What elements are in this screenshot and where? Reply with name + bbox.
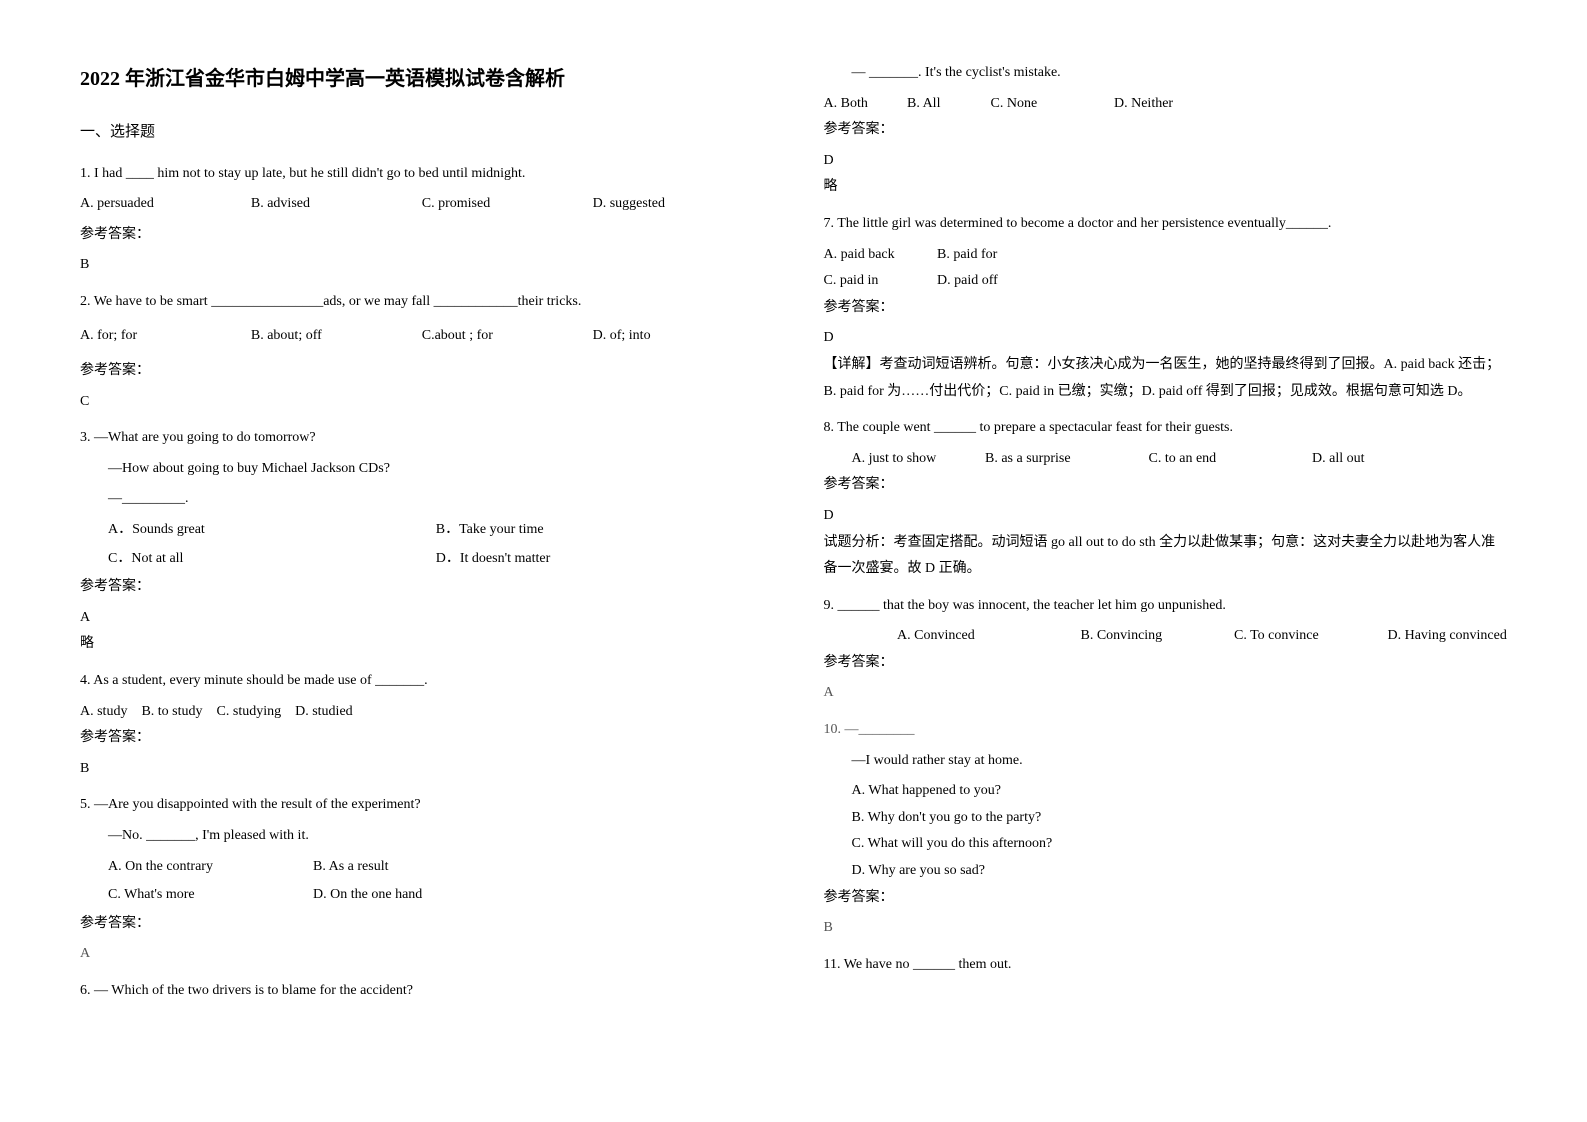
q8-options: A. just to show B. as a surprise C. to a…: [824, 446, 1508, 473]
q5-opt-a: A. On the contrary: [108, 854, 313, 881]
q5-opt-b: B. As a result: [313, 854, 518, 881]
q3-opt-c: C．Not at all: [108, 546, 436, 573]
q8-opt-a: A. just to show: [852, 446, 982, 473]
left-column: 2022 年浙江省金华市白姆中学高一英语模拟试卷含解析 一、选择题 1. I h…: [80, 60, 764, 1082]
q7-ans-label: 参考答案：: [824, 295, 1508, 322]
q11-text: 11. We have no ______ them out.: [824, 952, 1508, 979]
q1-opt-a: A. persuaded: [80, 191, 251, 218]
q1-opt-d: D. suggested: [593, 191, 764, 218]
q9-opt-c: C. To convince: [1234, 623, 1384, 650]
q3-line2: —How about going to buy Michael Jackson …: [80, 456, 764, 483]
q4-opt-b: B. to study: [141, 704, 202, 719]
q5-line1: 5. —Are you disappointed with the result…: [80, 792, 764, 819]
q2-answer: C: [80, 389, 764, 416]
q2-opt-b: B. about; off: [251, 323, 422, 350]
q10-line1: 10. —________: [824, 717, 1508, 744]
q7-explanation: 【详解】考查动词短语辨析。句意：小女孩决心成为一名医生，她的坚持最终得到了回报。…: [824, 352, 1508, 405]
q4-text: 4. As a student, every minute should be …: [80, 668, 764, 695]
q9-ans-label: 参考答案：: [824, 650, 1508, 677]
q5-ans-label: 参考答案：: [80, 911, 764, 938]
page: 2022 年浙江省金华市白姆中学高一英语模拟试卷含解析 一、选择题 1. I h…: [0, 0, 1587, 1122]
q1-text: 1. I had ____ him not to stay up late, b…: [80, 161, 764, 188]
q3-line1: 3. —What are you going to do tomorrow?: [80, 425, 764, 452]
q6-line2: — _______. It's the cyclist's mistake.: [824, 60, 1508, 87]
q7-opt-c: C. paid in: [824, 268, 934, 295]
q8-opt-d: D. all out: [1312, 451, 1365, 466]
q3-line3: —_________.: [80, 486, 764, 513]
q7-options-row1: A. paid back B. paid for: [824, 242, 1508, 269]
q4-ans-label: 参考答案：: [80, 725, 764, 752]
q3-answer: A: [80, 605, 764, 632]
q8-answer: D: [824, 503, 1508, 530]
q9-options: A. Convinced B. Convincing C. To convinc…: [824, 623, 1508, 650]
q1-opt-b: B. advised: [251, 191, 422, 218]
right-column: — _______. It's the cyclist's mistake. A…: [824, 60, 1508, 1082]
q3-options-row1: A．Sounds great B．Take your time: [80, 517, 764, 544]
q2-opt-c: C.about ; for: [422, 323, 593, 350]
q6-options: A. Both B. All C. None D. Neither: [824, 91, 1508, 118]
q1-options: A. persuaded B. advised C. promised D. s…: [80, 191, 764, 218]
q6-opt-b: B. All: [907, 91, 987, 118]
q8-ans-label: 参考答案：: [824, 472, 1508, 499]
q6-extra: 略: [824, 174, 1508, 201]
q7-options-row2: C. paid in D. paid off: [824, 268, 1508, 295]
q6-opt-c: C. None: [991, 91, 1111, 118]
q4-opt-d: D. studied: [295, 704, 353, 719]
q9-answer: A: [824, 680, 1508, 707]
q1-opt-c: C. promised: [422, 191, 593, 218]
q8-text: 8. The couple went ______ to prepare a s…: [824, 415, 1508, 442]
q4-opt-c: C. studying: [217, 704, 282, 719]
q9-text: 9. ______ that the boy was innocent, the…: [824, 593, 1508, 620]
q3-opt-b: B．Take your time: [436, 517, 764, 544]
q8-opt-c: C. to an end: [1149, 446, 1309, 473]
q10-opt-a: A. What happened to you?: [824, 778, 1508, 805]
q4-opt-a: A. study: [80, 704, 127, 719]
q3-options-row2: C．Not at all D．It doesn't matter: [80, 546, 764, 573]
q7-opt-a: A. paid back: [824, 242, 934, 269]
q10-answer: B: [824, 915, 1508, 942]
q4-answer: B: [80, 756, 764, 783]
q2-options: A. for; for B. about; off C.about ; for …: [80, 323, 764, 350]
q2-text: 2. We have to be smart ________________a…: [80, 289, 764, 316]
q9-opt-a: A. Convinced: [897, 623, 1077, 650]
q3-opt-d: D．It doesn't matter: [436, 546, 764, 573]
q6-opt-a: A. Both: [824, 91, 904, 118]
q5-options-row1: A. On the contrary B. As a result: [80, 854, 518, 881]
q6-answer: D: [824, 148, 1508, 175]
q6-ans-label: 参考答案：: [824, 117, 1508, 144]
q1-ans-label: 参考答案：: [80, 222, 764, 249]
q1-answer: B: [80, 252, 764, 279]
q3-extra: 略: [80, 631, 764, 658]
q10-opt-c: C. What will you do this afternoon?: [824, 831, 1508, 858]
q4-options: A. study B. to study C. studying D. stud…: [80, 699, 764, 726]
q6-opt-d: D. Neither: [1114, 91, 1173, 118]
q5-line2: —No. _______, I'm pleased with it.: [80, 823, 764, 850]
q7-opt-d: D. paid off: [937, 273, 998, 288]
q2-ans-label: 参考答案：: [80, 358, 764, 385]
q10-opt-b: B. Why don't you go to the party?: [824, 805, 1508, 832]
q6-line1: 6. — Which of the two drivers is to blam…: [80, 978, 764, 1005]
q7-opt-b: B. paid for: [937, 247, 997, 262]
q10-ans-label: 参考答案：: [824, 885, 1508, 912]
q2-opt-d: D. of; into: [593, 323, 764, 350]
q5-opt-d: D. On the one hand: [313, 882, 518, 909]
q10-opt-d: D. Why are you so sad?: [824, 858, 1508, 885]
q10-line2: —I would rather stay at home.: [824, 748, 1508, 775]
q3-ans-label: 参考答案：: [80, 574, 764, 601]
q7-answer: D: [824, 325, 1508, 352]
q3-opt-a: A．Sounds great: [108, 517, 436, 544]
q9-opt-d: D. Having convinced: [1388, 628, 1507, 643]
q9-opt-b: B. Convincing: [1081, 623, 1231, 650]
q5-opt-c: C. What's more: [108, 882, 313, 909]
q7-text: 7. The little girl was determined to bec…: [824, 211, 1508, 238]
q5-answer: A: [80, 941, 764, 968]
q5-options-row2: C. What's more D. On the one hand: [80, 882, 518, 909]
exam-title: 2022 年浙江省金华市白姆中学高一英语模拟试卷含解析: [80, 60, 764, 98]
q8-explanation: 试题分析：考查固定搭配。动词短语 go all out to do sth 全力…: [824, 530, 1508, 583]
q2-opt-a: A. for; for: [80, 323, 251, 350]
q8-opt-b: B. as a surprise: [985, 446, 1145, 473]
section-header: 一、选择题: [80, 118, 764, 147]
